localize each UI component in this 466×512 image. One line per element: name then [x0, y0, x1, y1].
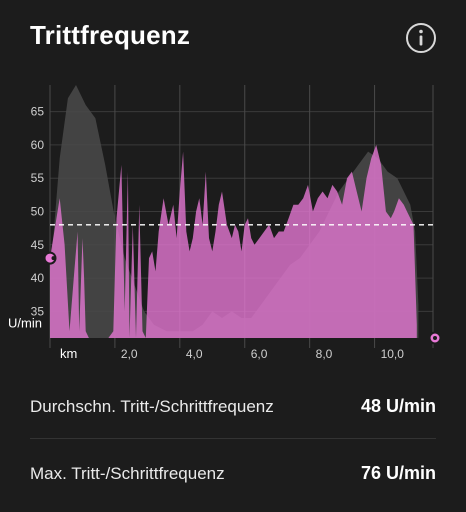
cadence-chart: 65 60 55 50 45 40 35 U/min km 2,0 4,0 6,0 8,0 10,0	[0, 85, 466, 365]
metric-average-label: Durchschn. Tritt-/Schrittfrequenz	[30, 396, 274, 416]
x-tick-label: 4,0	[186, 347, 203, 361]
x-tick-label: 6,0	[251, 347, 268, 361]
cadence-chart-svg: 65 60 55 50 45 40 35U/min km 2,0 4,0 6,0 8,0 10,0	[8, 85, 442, 361]
y-tick-label: 35	[31, 304, 45, 318]
y-axis-unit: U/min	[8, 315, 42, 330]
x-tick-label: 8,0	[316, 347, 333, 361]
x-axis-unit: km	[60, 346, 77, 361]
page-title: Trittfrequenz	[30, 20, 191, 50]
x-tick-label: 2,0	[121, 347, 138, 361]
metric-max: Max. Tritt-/Schrittfrequenz 76 U/min	[30, 463, 436, 484]
y-tick-label: 45	[31, 238, 45, 252]
info-circle-icon	[406, 23, 436, 53]
metric-max-label: Max. Tritt-/Schrittfrequenz	[30, 463, 225, 483]
info-button[interactable]	[405, 22, 437, 54]
y-tick-label: 65	[31, 105, 45, 119]
y-tick-label: 55	[31, 171, 45, 185]
metric-average: Durchschn. Tritt-/Schrittfrequenz 48 U/m…	[30, 396, 436, 417]
y-tick-label: 40	[31, 271, 45, 285]
y-tick-label: 50	[31, 205, 45, 219]
divider	[30, 438, 436, 439]
end-marker-dot	[433, 336, 437, 340]
x-tick-label: 10,0	[381, 347, 405, 361]
y-tick-label: 60	[31, 138, 45, 152]
metric-average-value: 48 U/min	[360, 396, 436, 416]
metric-max-value: 76 U/min	[360, 463, 436, 483]
start-marker-dot	[51, 256, 56, 261]
cadence-area	[50, 144, 417, 338]
